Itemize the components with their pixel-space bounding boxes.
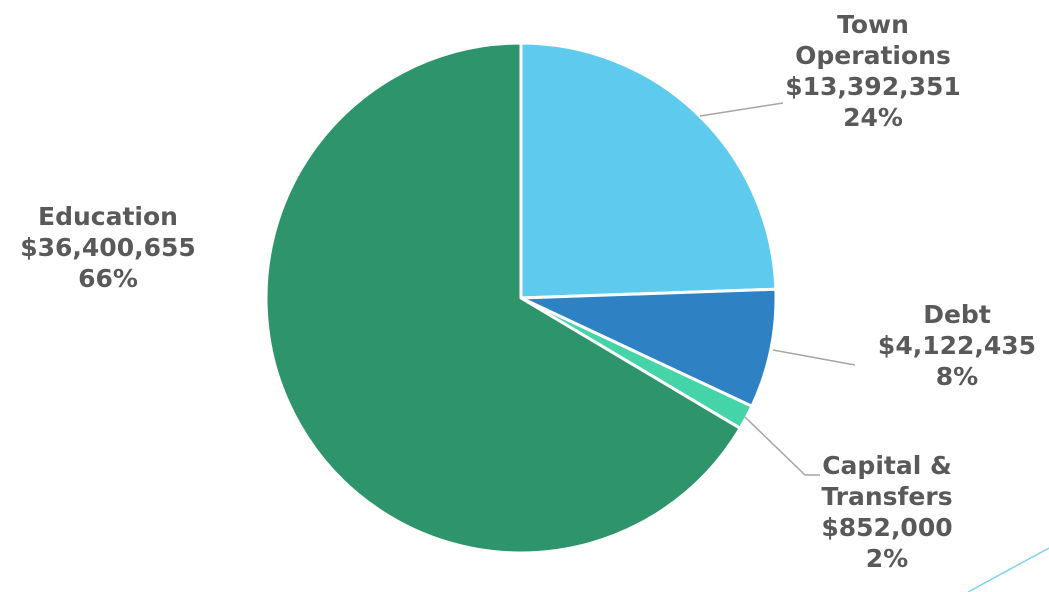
data-label-category: Town [837,10,909,39]
data-label-percent: 2% [866,544,908,573]
data-label-category: Capital & [822,451,952,480]
leader-lines [699,102,856,476]
leader-line-capital-transfers [744,416,820,476]
pie-slice-education [264,41,742,555]
data-label-category: Education [38,202,178,231]
data-label-category: Transfers [821,482,952,511]
data-label-value: $852,000 [821,513,952,542]
pie-slices [264,41,778,555]
leader-line-town-operations [699,102,784,117]
decorative-accent-line [967,547,1049,592]
data-label-percent: 8% [936,362,978,391]
data-labels: Town Operations $13,392,351 24% Debt $4,122,4… [20,10,1036,573]
data-label-category: Debt [923,300,991,329]
data-label-debt: Debt $4,122,435 8% [878,300,1036,391]
data-label-percent: 66% [78,264,138,293]
data-label-capital-transfers: Capital & Transfers $852,000 2% [821,451,952,573]
data-label-education: Education $36,400,655 66% [20,202,196,293]
data-label-town-operations: Town Operations $13,392,351 24% [785,10,961,132]
data-label-category: Operations [795,41,951,70]
data-label-value: $13,392,351 [785,72,961,101]
data-label-percent: 24% [843,103,903,132]
data-label-value: $36,400,655 [20,233,196,262]
leader-line-debt [772,349,856,366]
pie-slice-debt [519,287,778,408]
data-label-value: $4,122,435 [878,331,1036,360]
pie-slice-town-operations [519,41,778,300]
